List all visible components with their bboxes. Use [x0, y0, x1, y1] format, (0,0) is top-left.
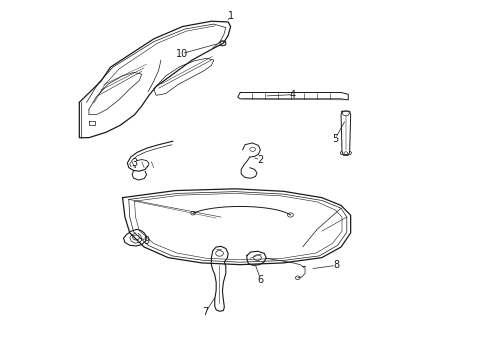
- Text: 7: 7: [202, 307, 209, 317]
- Text: 2: 2: [257, 155, 264, 165]
- Text: 9: 9: [144, 236, 149, 246]
- Text: 5: 5: [332, 134, 339, 144]
- Text: 6: 6: [258, 275, 264, 285]
- Text: 10: 10: [175, 49, 188, 59]
- Text: 3: 3: [131, 158, 138, 168]
- Text: 4: 4: [290, 90, 296, 100]
- Text: 8: 8: [333, 260, 339, 270]
- Text: 1: 1: [227, 11, 234, 21]
